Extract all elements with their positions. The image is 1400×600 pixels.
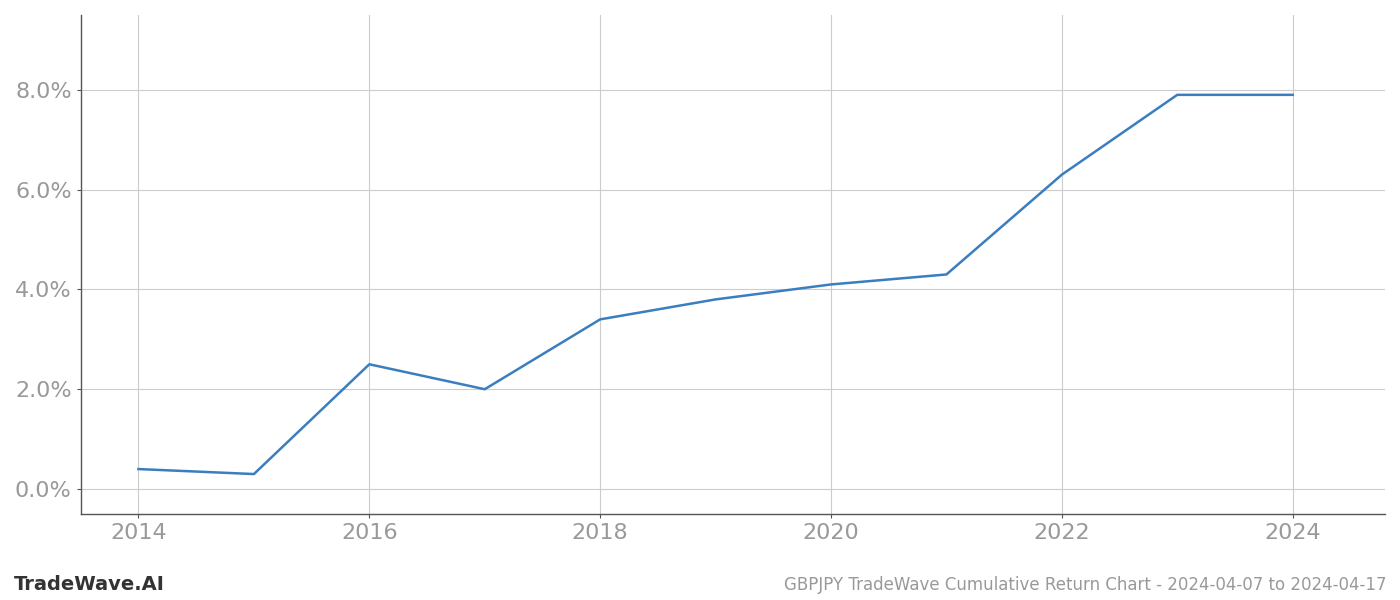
Text: GBPJPY TradeWave Cumulative Return Chart - 2024-04-07 to 2024-04-17: GBPJPY TradeWave Cumulative Return Chart…	[784, 576, 1386, 594]
Text: TradeWave.AI: TradeWave.AI	[14, 575, 165, 594]
